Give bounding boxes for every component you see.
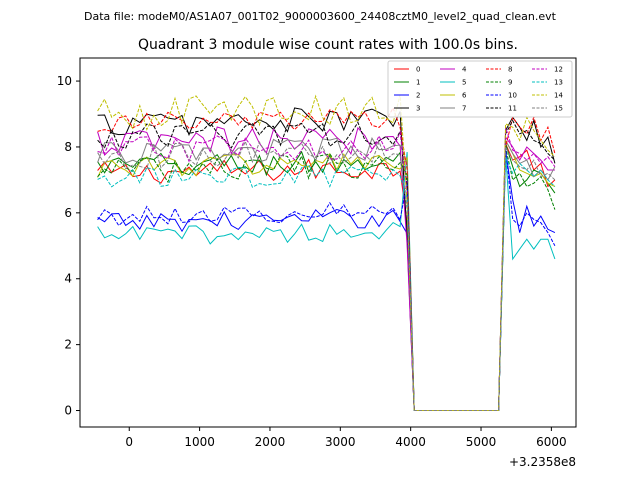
series-line-15 — [97, 140, 556, 411]
x-tick-label: 2000 — [255, 435, 286, 449]
y-tick-label: 0 — [64, 404, 72, 418]
chart-title: Quadrant 3 module wise count rates with … — [138, 37, 518, 53]
legend-label-12: 12 — [554, 66, 563, 74]
legend-label-7: 7 — [462, 105, 466, 113]
data-file-label: Data file: modeM0/AS1A07_001T02_90000036… — [84, 10, 557, 23]
legend-label-11: 11 — [508, 105, 517, 113]
x-axis-offset-label: +3.2358e8 — [509, 455, 576, 469]
legend-label-10: 10 — [508, 92, 517, 100]
x-tick-label: 5000 — [466, 435, 497, 449]
y-tick-label: 2 — [64, 338, 72, 352]
y-axis-ticks: 0 2 4 6 8 10 — [57, 74, 80, 418]
legend-label-3: 3 — [416, 105, 420, 113]
legend-label-0: 0 — [416, 66, 420, 74]
legend-box — [387, 60, 573, 118]
x-tick-label: 4000 — [395, 435, 426, 449]
legend-label-15: 15 — [554, 105, 563, 113]
x-tick-label: 3000 — [325, 435, 356, 449]
legend-label-9: 9 — [508, 79, 512, 87]
legend-label-4: 4 — [462, 66, 467, 74]
legend-label-8: 8 — [508, 66, 512, 74]
plot-lines — [97, 94, 556, 411]
x-tick-label: 0 — [125, 435, 133, 449]
series-line-11 — [97, 119, 556, 411]
series-line-12 — [97, 127, 556, 411]
legend-label-14: 14 — [554, 92, 563, 100]
legend-label-6: 6 — [462, 92, 467, 100]
x-tick-label: 1000 — [184, 435, 215, 449]
y-tick-label: 6 — [64, 206, 72, 220]
y-tick-label: 4 — [64, 272, 72, 286]
legend-label-5: 5 — [462, 79, 466, 87]
legend-label-1: 1 — [416, 79, 420, 87]
x-axis-ticks: 0 1000 2000 3000 4000 5000 6000 — [125, 427, 567, 449]
legend-label-13: 13 — [554, 79, 563, 87]
x-tick-label: 6000 — [536, 435, 567, 449]
axes-frame — [79, 57, 577, 428]
series-line-8 — [97, 106, 556, 411]
y-tick-label: 8 — [64, 140, 72, 154]
legend-label-2: 2 — [416, 92, 420, 100]
y-tick-label: 10 — [57, 74, 72, 88]
